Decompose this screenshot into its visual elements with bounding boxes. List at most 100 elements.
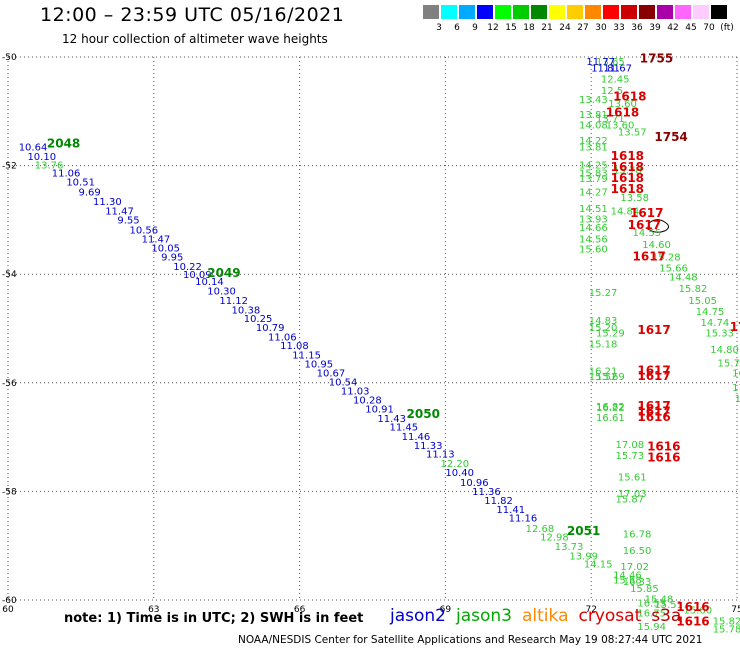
time-marker: 2050 bbox=[407, 407, 440, 421]
jason3-point: 14.48 bbox=[669, 273, 698, 284]
jason3-point: 15.60 bbox=[579, 244, 608, 255]
jason3-point: 13.71 bbox=[596, 114, 625, 125]
colorbar-swatch bbox=[459, 5, 475, 19]
jason2-point: 11.12 bbox=[219, 296, 248, 307]
colorbar-label: 70 bbox=[703, 23, 715, 33]
colorbar-label: 33 bbox=[613, 23, 625, 33]
colorbar-label: 39 bbox=[649, 23, 661, 33]
jason3-point: 14.25 bbox=[579, 160, 608, 171]
colorbar-label: 18 bbox=[523, 23, 535, 33]
jason3-point: 15.82 bbox=[679, 284, 708, 295]
colorbar-label: 12 bbox=[487, 23, 499, 33]
jason2-point: 10.54 bbox=[329, 378, 358, 389]
jason3-point: 13.65 bbox=[596, 57, 625, 68]
cryosat-point: 1616 bbox=[637, 410, 670, 424]
jason3-point: 14.60 bbox=[642, 240, 671, 251]
jason3-point: 13.81 bbox=[579, 142, 608, 153]
colorbar-swatch bbox=[693, 5, 709, 19]
jason3-point: 12.98 bbox=[540, 532, 569, 543]
time-marker: 2051 bbox=[567, 524, 600, 538]
cryosat-point: 1617 bbox=[630, 206, 663, 220]
colorbar-swatch bbox=[495, 5, 511, 19]
legend-altika: altika bbox=[522, 606, 569, 626]
jason3-point: 15.60 bbox=[684, 606, 713, 617]
jason3-point: 14.15 bbox=[584, 559, 613, 570]
footnote: note: 1) Time is in UTC; 2) SWH is in fe… bbox=[64, 611, 364, 626]
jason3-point: 16.33 bbox=[623, 577, 652, 588]
jason2-point: 9.55 bbox=[117, 216, 139, 227]
legend-cryosat: cryosat bbox=[578, 606, 642, 626]
jason3-point: 13.43 bbox=[579, 95, 608, 106]
cryosat-point: 1617 bbox=[628, 218, 661, 232]
jason2-point: 10.64 bbox=[19, 142, 48, 153]
jason3-point: 12.20 bbox=[441, 459, 470, 470]
y-tick-label: -60 bbox=[2, 596, 17, 606]
cryosat-point: 1616 bbox=[676, 615, 709, 629]
colorbar-label: 21 bbox=[541, 23, 553, 33]
y-tick-label: -56 bbox=[2, 379, 17, 389]
jason2-point: 10.40 bbox=[445, 468, 474, 479]
jason3-point: 14.46 bbox=[613, 570, 642, 581]
jason3-point: 14.66 bbox=[579, 223, 608, 234]
jason3-point: 13.93 bbox=[579, 215, 608, 226]
jason3-point: 14.08 bbox=[579, 121, 608, 132]
jason3-point: 15.87 bbox=[616, 494, 645, 505]
jason3-point: 13.58 bbox=[620, 193, 649, 204]
jason3-point: 15.82 bbox=[713, 616, 740, 627]
jason3-point: 15.69 bbox=[596, 372, 625, 383]
jason2-point: 11.47 bbox=[142, 235, 171, 246]
cryosat-point: 1618 bbox=[611, 182, 644, 196]
jason3-point: 15.29 bbox=[596, 329, 625, 340]
jason3-point: 15.73 bbox=[616, 451, 645, 462]
cryosat-point: 1616 bbox=[676, 600, 709, 614]
jason3-point: 16.50 bbox=[623, 546, 652, 557]
colorbar-label: 42 bbox=[667, 23, 679, 33]
jason3-point: 16.55 bbox=[637, 599, 666, 610]
jason3-point: 17.00 bbox=[732, 383, 740, 394]
x-tick-label: 63 bbox=[148, 605, 159, 615]
jason3-point: 14.75 bbox=[696, 307, 725, 318]
chart-title: 12:00 – 23:59 UTC 05/16/2021 bbox=[40, 4, 345, 26]
jason3-point: 17.02 bbox=[620, 562, 649, 573]
cryosat-point: 1616 bbox=[647, 440, 680, 454]
jason2-point: 11.36 bbox=[472, 487, 501, 498]
jason2-point: 10.05 bbox=[151, 243, 180, 254]
jason3-point: 16.75 bbox=[637, 608, 666, 619]
colorbar-swatch bbox=[603, 5, 619, 19]
jason2-point: 10.67 bbox=[317, 368, 346, 379]
jason3-point: 15.83 bbox=[579, 168, 608, 179]
colorbar-label: 30 bbox=[595, 23, 607, 33]
time-marker: 2048 bbox=[47, 137, 80, 151]
jason2-point: 10.95 bbox=[304, 360, 333, 371]
cryosat-point: 1617 bbox=[637, 364, 670, 378]
jason2-point: 10.30 bbox=[207, 286, 236, 297]
colorbar-swatch bbox=[621, 5, 637, 19]
jason3-point: 15.20 bbox=[589, 323, 618, 334]
jason3-point: 14.74 bbox=[701, 318, 730, 329]
jason2-point: 10.51 bbox=[66, 178, 95, 189]
jason3-point: 16.21 bbox=[589, 367, 618, 378]
jason2-point: 11.03 bbox=[341, 387, 370, 398]
jason2-point: 11.45 bbox=[390, 423, 419, 434]
jason3-point: 12.5 bbox=[601, 86, 623, 97]
jason3-point: 13.60 bbox=[608, 99, 637, 110]
jason2-point: 10.91 bbox=[365, 405, 394, 416]
jason3-point: 15.58 bbox=[613, 576, 642, 587]
jason3-point: 15.78 bbox=[613, 166, 642, 177]
jason3-point: 15.61 bbox=[618, 473, 647, 484]
jason3-point: 13.57 bbox=[618, 128, 647, 139]
cryosat-point: 1755 bbox=[640, 51, 673, 65]
jason2-point: 11.82 bbox=[484, 496, 513, 507]
cryosat-point: 1616 bbox=[647, 451, 680, 465]
cryosat-point: 1618 bbox=[611, 171, 644, 185]
jason3-point: 15.79 bbox=[718, 359, 740, 370]
y-tick-label: -52 bbox=[2, 162, 17, 172]
chart-subtitle: 12 hour collection of altimeter wave hei… bbox=[62, 32, 328, 46]
jason3-point: 13.76 bbox=[35, 160, 64, 171]
jason2-point: 10.38 bbox=[232, 305, 261, 316]
jason2-point: 11.81 bbox=[591, 64, 620, 75]
jason3-point: 14.55 bbox=[633, 228, 662, 239]
y-tick-label: -54 bbox=[2, 270, 17, 280]
jason3-point: 15.78 bbox=[713, 625, 740, 636]
jason3-point: 15.66 bbox=[659, 263, 688, 274]
